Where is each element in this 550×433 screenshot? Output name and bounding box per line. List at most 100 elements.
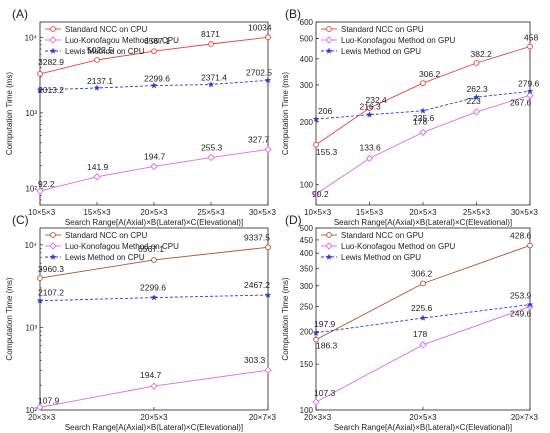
data-point bbox=[36, 297, 44, 304]
x-tick-label: 20×5×3 bbox=[409, 208, 437, 217]
x-tick-label: 15×5×3 bbox=[356, 208, 384, 217]
y-tick-label: 200 bbox=[300, 118, 314, 127]
data-label: 2107.2 bbox=[38, 288, 64, 298]
data-point bbox=[366, 105, 373, 111]
y-tick-label: 450 bbox=[300, 236, 314, 245]
panel-letter: (B) bbox=[285, 7, 301, 21]
data-label: 8171 bbox=[201, 29, 220, 39]
data-point bbox=[420, 80, 426, 86]
y-tick-label: 400 bbox=[300, 55, 314, 64]
y-tick-label: 300 bbox=[300, 282, 314, 291]
data-point bbox=[312, 398, 320, 406]
y-tick-label: 10⁴ bbox=[25, 241, 38, 250]
data-point bbox=[419, 341, 427, 349]
legend-marker bbox=[326, 26, 332, 32]
data-point bbox=[150, 294, 158, 301]
data-label: 2299.6 bbox=[144, 74, 170, 84]
data-point bbox=[526, 301, 534, 308]
y-tick-label: 10⁴ bbox=[25, 33, 38, 42]
data-point bbox=[208, 41, 214, 47]
x-tick-label: 20×3×3 bbox=[304, 413, 332, 422]
legend-marker bbox=[325, 36, 333, 44]
data-label: 3960.3 bbox=[38, 264, 64, 274]
data-label: 306.2 bbox=[411, 268, 433, 278]
data-label: 92.2 bbox=[38, 179, 55, 189]
data-label: 253.9 bbox=[510, 291, 532, 301]
data-label: 2467.2 bbox=[244, 280, 270, 290]
data-label: 186.3 bbox=[316, 341, 338, 351]
data-point bbox=[420, 280, 426, 287]
data-label: 255.3 bbox=[201, 143, 223, 153]
legend-label: Luo-Konofagou Method on GPU bbox=[341, 36, 456, 45]
data-point bbox=[37, 275, 43, 281]
y-axis-title: Computation Time (ms) bbox=[281, 72, 290, 155]
data-point bbox=[36, 187, 44, 195]
series-line bbox=[315, 306, 531, 403]
y-tick-label: 100 bbox=[300, 406, 314, 415]
data-point bbox=[37, 71, 43, 77]
y-tick-label: 100 bbox=[300, 181, 314, 190]
data-label: 225.6 bbox=[413, 113, 435, 123]
data-label: 327.7 bbox=[248, 134, 270, 144]
data-label: 382.2 bbox=[471, 49, 493, 59]
data-label: 306.2 bbox=[419, 69, 441, 79]
legend-marker bbox=[49, 36, 57, 44]
data-point bbox=[526, 91, 534, 99]
x-tick-label: 20×7×3 bbox=[511, 413, 539, 422]
data-point bbox=[527, 242, 533, 249]
legend-marker bbox=[325, 253, 333, 260]
data-point bbox=[526, 87, 534, 95]
y-tick-label: 10³ bbox=[25, 323, 37, 332]
data-point bbox=[312, 329, 320, 336]
data-label: 262.3 bbox=[467, 84, 489, 94]
data-label: 6567.1 bbox=[144, 36, 170, 46]
legend-marker bbox=[326, 232, 332, 238]
data-label: 141.9 bbox=[87, 162, 109, 172]
data-label: 197.9 bbox=[314, 319, 336, 329]
data-label: 279.6 bbox=[518, 78, 540, 88]
legend-marker bbox=[50, 232, 56, 238]
data-label: 206 bbox=[318, 106, 332, 116]
chart-panel-1: (A) 10² 10³ 10⁴ 10×5×3 15×5×3 20×5×3 25×5×3 30×5… bbox=[5, 7, 277, 227]
data-point bbox=[264, 291, 272, 298]
panel-letter: (A) bbox=[12, 7, 28, 21]
data-point bbox=[526, 302, 534, 311]
y-tick-label: 500 bbox=[300, 35, 314, 44]
data-label: 10034 bbox=[248, 22, 272, 32]
data-label: 178 bbox=[413, 329, 427, 339]
data-label: 194.7 bbox=[140, 370, 162, 380]
data-point bbox=[94, 57, 100, 63]
legend-marker bbox=[49, 253, 57, 260]
x-axis-title: Search Range[A(Axial)×B(Lateral)×C(Eleva… bbox=[334, 218, 512, 227]
y-tick-label: 10³ bbox=[25, 109, 37, 118]
data-point bbox=[207, 153, 215, 162]
data-label: 225.6 bbox=[411, 303, 433, 313]
legend-marker bbox=[325, 47, 333, 54]
legend-marker bbox=[49, 242, 57, 250]
data-label: 249.6 bbox=[510, 309, 532, 319]
series-line bbox=[39, 79, 269, 91]
data-point bbox=[365, 154, 374, 163]
data-label: 90.2 bbox=[312, 189, 329, 199]
data-label: 216.3 bbox=[360, 102, 382, 112]
data-point bbox=[265, 34, 271, 41]
legend-label: Luo-Konofagou Method on CPU bbox=[65, 36, 179, 45]
legend-label: Lewis Method on CPU bbox=[65, 253, 145, 262]
legend-label: Luo-Konofagou Method on CPU bbox=[65, 242, 179, 251]
data-label: 267.6 bbox=[510, 97, 532, 107]
panel-letter: (C) bbox=[12, 213, 29, 227]
data-point bbox=[312, 190, 320, 198]
data-label: 2137.1 bbox=[87, 76, 113, 86]
y-axis-title: Computation Time (ms) bbox=[5, 277, 14, 360]
data-point bbox=[36, 403, 44, 411]
data-point bbox=[313, 336, 319, 343]
data-point bbox=[150, 82, 158, 89]
series-line bbox=[39, 294, 269, 302]
data-point bbox=[93, 173, 101, 181]
data-point bbox=[151, 257, 157, 263]
data-label: 2702.5 bbox=[246, 67, 272, 77]
data-point bbox=[150, 162, 158, 171]
legend-marker bbox=[325, 242, 333, 250]
y-axis-title: Computation Time (ms) bbox=[5, 72, 14, 155]
